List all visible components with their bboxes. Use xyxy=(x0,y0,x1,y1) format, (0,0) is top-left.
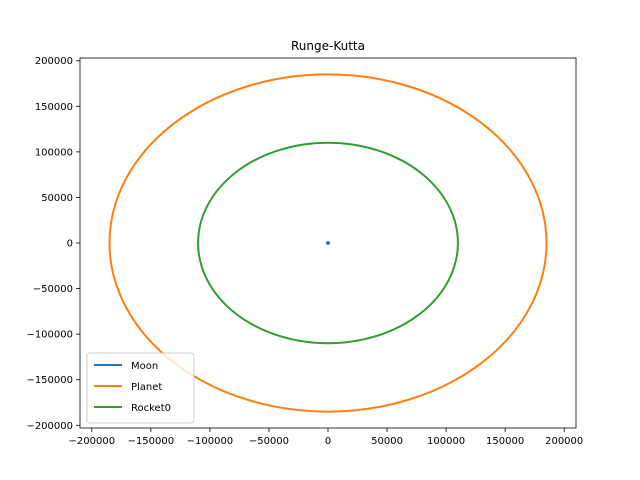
series-planet-line xyxy=(108,73,548,413)
y-tick-label: −150000 xyxy=(26,375,73,386)
legend-label-planet: Planet xyxy=(131,382,162,393)
x-tick-label: −50000 xyxy=(249,436,289,447)
x-tick-label: 50000 xyxy=(371,436,403,447)
y-tick-label: −50000 xyxy=(33,284,73,295)
legend-label-moon: Moon xyxy=(131,361,158,372)
x-tick-label: 0 xyxy=(325,436,331,447)
y-tick-label: 150000 xyxy=(35,102,73,113)
y-tick-label: −100000 xyxy=(26,330,73,341)
series-layer xyxy=(108,73,548,413)
y-tick-label: 100000 xyxy=(35,147,73,158)
x-tick-label: 150000 xyxy=(486,436,524,447)
legend-box xyxy=(86,352,195,424)
y-tick-label: 0 xyxy=(67,239,73,250)
x-tick-label: −100000 xyxy=(187,436,234,447)
x-axis: −200000 −150000 −100000 −50000 0 50000 100000 1… xyxy=(69,428,583,447)
legend-label-rocket0: Rocket0 xyxy=(131,403,171,414)
y-axis: 200000 150000 100000 50000 0 −50000 −100000 −15… xyxy=(26,56,80,432)
series-moon-line xyxy=(325,241,331,245)
y-tick-label: −200000 xyxy=(26,421,73,432)
legend: Moon Planet Rocket0 xyxy=(86,352,195,424)
x-tick-label: −200000 xyxy=(69,436,116,447)
series-rocket0-line xyxy=(197,141,459,345)
chart-title: Runge-Kutta xyxy=(291,39,365,53)
y-tick-label: 200000 xyxy=(35,56,73,67)
x-tick-label: 200000 xyxy=(545,436,583,447)
x-tick-label: 100000 xyxy=(427,436,465,447)
x-tick-label: −150000 xyxy=(128,436,175,447)
y-tick-label: 50000 xyxy=(41,193,73,204)
